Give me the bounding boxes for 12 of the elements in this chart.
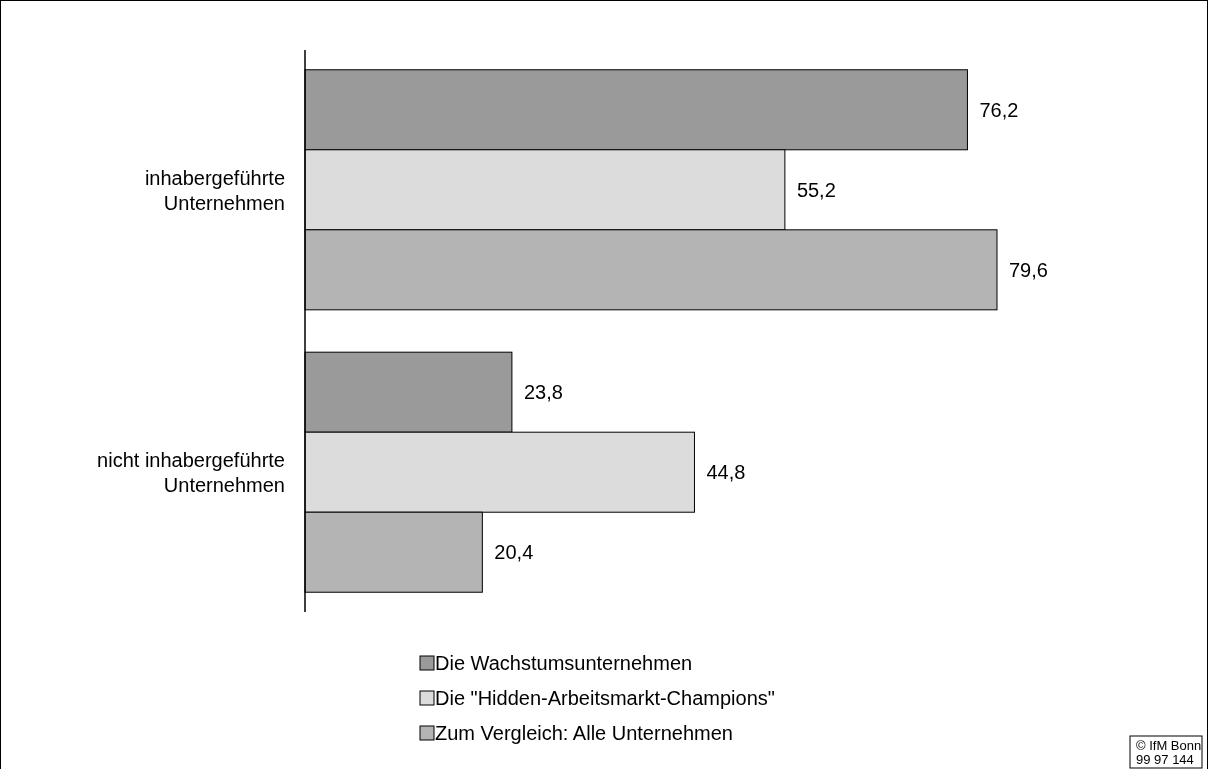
- legend-label: Die Wachstumsunternehmen: [435, 652, 693, 674]
- text: © IfM Bonn 99 97 144: [1136, 738, 1202, 767]
- legend-label: Zum Vergleich: Alle Unternehmen: [435, 722, 733, 744]
- data-label: 76,2: [979, 98, 1019, 121]
- legend-label: Die "Hidden-Arbeitsmarkt-Champions": [435, 687, 775, 709]
- y-tick-label: inhabergeführte Unternehmen: [144, 166, 285, 214]
- data-label: 20,4: [494, 541, 534, 564]
- data-label: 55,2: [796, 178, 836, 201]
- y-tick-label: nicht inhabergeführte Unternehmen: [97, 449, 285, 497]
- data-label: 23,8: [523, 381, 563, 404]
- data-label: 79,6: [1009, 258, 1048, 281]
- data-label: 44,8: [706, 461, 746, 484]
